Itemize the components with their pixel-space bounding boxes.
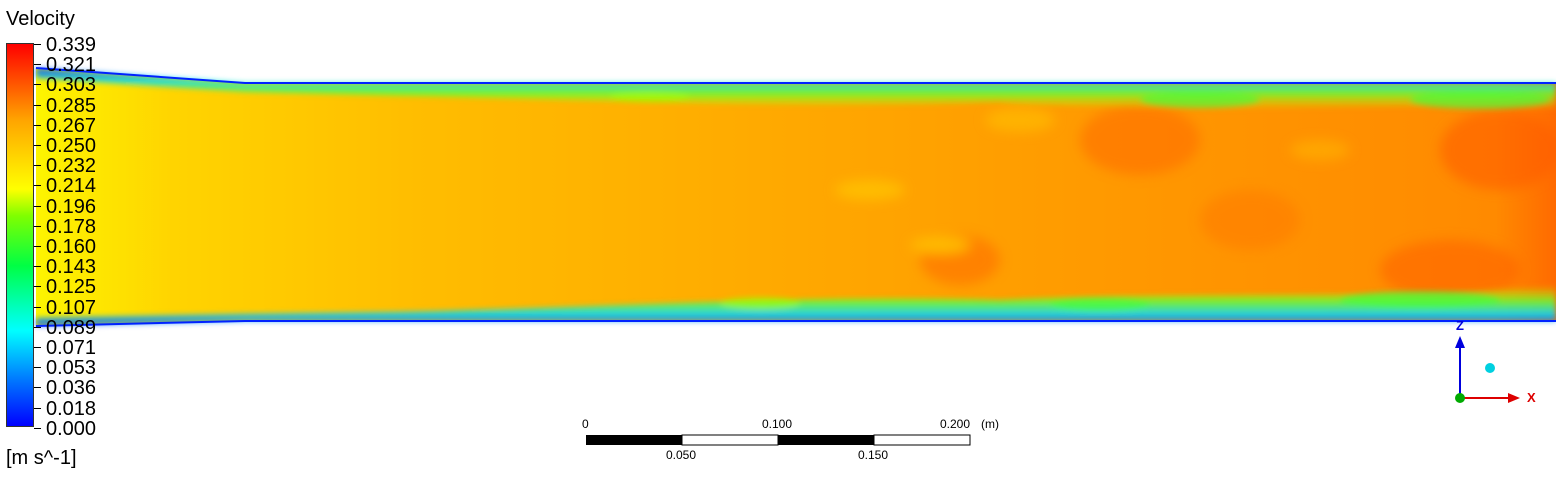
legend-tick-label: 0.000 [46,417,97,440]
scale-label-0-150: 0.150 [858,448,889,462]
legend-tick-mark [34,306,41,308]
legend-tick-mark [34,326,41,328]
legend-tick-mark [34,266,41,268]
legend-tick-mark [34,64,41,66]
scale-unit: (m) [981,417,999,431]
legend-tick-label: 0.036 [46,377,97,400]
legend-tick-label: 0.071 [46,337,97,359]
scale-label-0: 0 [582,417,589,431]
axis-triad: Z X [1445,318,1545,418]
legend-tick-mark [34,427,41,429]
x-axis-label: X [1527,390,1536,405]
scale-label-0-200: 0.200 [940,417,971,431]
legend-tick-label: 0.321 [46,54,97,77]
legend-tick-label: 0.053 [46,357,97,380]
scale-label-0-100: 0.100 [762,417,793,431]
scale-label-0-050: 0.050 [666,448,697,462]
legend-title: Velocity [6,8,75,30]
legend-unit: [m s^-1] [6,447,77,469]
legend-tick-label: 0.125 [46,276,97,299]
legend-tick-mark [34,367,41,369]
legend-tick-label: 0.250 [46,135,97,157]
legend-tick-mark [34,246,41,247]
legend-tick-label: 0.285 [46,94,97,117]
legend-tick-mark [34,145,41,146]
legend-tick-mark [34,407,41,409]
legend-tick-label: 0.160 [46,236,97,258]
legend-tick-mark [34,185,41,187]
legend-tick-label: 0.178 [46,215,97,238]
legend-tick-label: 0.143 [46,256,97,279]
legend-tick-label: 0.018 [46,397,97,420]
legend-tick-mark [34,124,41,126]
legend-tick-mark [34,84,41,86]
legend-tick-label: 0.089 [46,316,97,339]
legend-tick-mark [34,225,41,227]
legend-tick-label: 0.303 [46,74,97,97]
legend-tick-mark [34,165,41,167]
legend-tick-label: 0.107 [46,296,97,319]
legend-tick-mark [34,286,41,288]
scale-bar: 0 0.100 0.200 (m) 0.050 0.150 [582,416,1006,466]
legend-tick-label: 0.214 [46,175,97,198]
legend-tick-label: 0.232 [46,155,97,178]
legend-tick-mark [34,387,41,389]
legend-tick-mark [34,44,41,45]
z-axis-label: Z [1456,318,1464,333]
legend-tick-mark [34,205,41,207]
legend-tick-mark [34,104,41,106]
legend-tick-label: 0.339 [46,34,97,56]
legend-tick-mark [34,347,41,348]
legend-tick-label: 0.196 [46,195,97,218]
color-bar [6,43,34,427]
legend-tick-label: 0.267 [46,114,97,137]
